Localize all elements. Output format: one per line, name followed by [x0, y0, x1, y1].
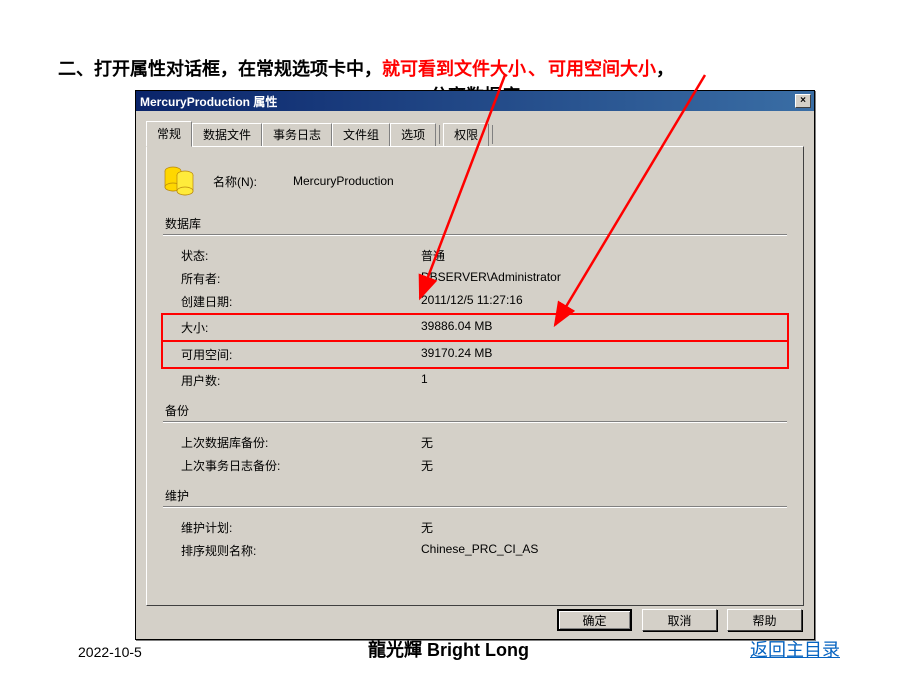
properties-dialog: MercuryProduction 属性 × 常规 数据文件 事务日志 文件组 … — [135, 90, 815, 640]
value-owner: DBSERVER\Administrator — [421, 270, 787, 287]
footer-date: 2022-10-5 — [78, 644, 142, 660]
name-row: 名称(N): MercuryProduction — [163, 165, 787, 197]
cancel-button[interactable]: 取消 — [642, 609, 717, 631]
help-button[interactable]: 帮助 — [727, 609, 802, 631]
section-maintenance-header: 维护 — [163, 487, 787, 504]
highlight-freespace: 可用空间: 39170.24 MB — [161, 340, 789, 369]
text-red-freespace: 可用空间大小 — [548, 59, 656, 79]
tab-permissions[interactable]: 权限 — [443, 123, 489, 146]
label-lastdbbackup: 上次数据库备份: — [181, 434, 421, 451]
section-database-header: 数据库 — [163, 215, 787, 232]
tab-general[interactable]: 常规 — [146, 121, 192, 147]
tab-content-general: 名称(N): MercuryProduction 数据库 状态: 普通 所有者:… — [146, 146, 804, 606]
tab-divider-end — [492, 125, 493, 144]
value-size: 39886.04 MB — [421, 319, 787, 336]
row-created: 创建日期: 2011/12/5 11:27:16 — [163, 290, 787, 313]
footer-author: 龍光輝 Bright Long — [368, 636, 529, 662]
value-lastlogbackup: 无 — [421, 457, 787, 474]
text-sep: 、 — [528, 59, 546, 79]
label-owner: 所有者: — [181, 270, 421, 287]
text-end: ， — [656, 59, 674, 79]
label-status: 状态: — [181, 247, 421, 264]
label-collation: 排序规则名称: — [181, 542, 421, 559]
value-lastdbbackup: 无 — [421, 434, 787, 451]
close-button[interactable]: × — [795, 94, 811, 108]
label-size: 大小: — [181, 319, 421, 336]
row-lastlogbackup: 上次事务日志备份: 无 — [163, 454, 787, 477]
label-freespace: 可用空间: — [181, 346, 421, 363]
row-size: 大小: 39886.04 MB — [163, 316, 787, 339]
text-part1: 二、打开属性对话框，在常规选项卡中， — [58, 59, 382, 79]
value-collation: Chinese_PRC_CI_AS — [421, 542, 787, 559]
row-collation: 排序规则名称: Chinese_PRC_CI_AS — [163, 539, 787, 562]
text-red-filesize: 就可看到文件大小 — [382, 59, 526, 79]
section-line — [163, 506, 787, 508]
row-users: 用户数: 1 — [163, 369, 787, 392]
section-line — [163, 234, 787, 236]
tab-options[interactable]: 选项 — [390, 123, 436, 146]
highlight-size: 大小: 39886.04 MB — [161, 313, 789, 342]
value-status: 普通 — [421, 247, 787, 264]
row-status: 状态: 普通 — [163, 244, 787, 267]
return-main-link[interactable]: 返回主目录 — [750, 636, 840, 662]
name-label: 名称(N): — [213, 173, 293, 190]
database-icon — [163, 165, 195, 197]
tab-datafiles[interactable]: 数据文件 — [192, 123, 262, 146]
value-freespace: 39170.24 MB — [421, 346, 787, 363]
section-line — [163, 421, 787, 423]
dialog-titlebar: MercuryProduction 属性 × — [136, 91, 814, 111]
value-maintplan: 无 — [421, 519, 787, 536]
tab-divider — [439, 125, 440, 144]
label-created: 创建日期: — [181, 293, 421, 310]
label-lastlogbackup: 上次事务日志备份: — [181, 457, 421, 474]
row-freespace: 可用空间: 39170.24 MB — [163, 343, 787, 366]
ok-button[interactable]: 确定 — [557, 609, 632, 631]
row-lastdbbackup: 上次数据库备份: 无 — [163, 431, 787, 454]
tab-strip: 常规 数据文件 事务日志 文件组 选项 权限 — [146, 121, 804, 146]
label-users: 用户数: — [181, 372, 421, 389]
value-created: 2011/12/5 11:27:16 — [421, 293, 787, 310]
dialog-title: MercuryProduction 属性 — [140, 93, 277, 110]
section-backup-header: 备份 — [163, 402, 787, 419]
instruction-text: 二、打开属性对话框，在常规选项卡中，就可看到文件大小、可用空间大小， — [58, 55, 674, 81]
tab-filegroups[interactable]: 文件组 — [332, 123, 390, 146]
dialog-buttons: 确定 取消 帮助 — [557, 609, 802, 631]
value-users: 1 — [421, 372, 787, 389]
row-owner: 所有者: DBSERVER\Administrator — [163, 267, 787, 290]
label-maintplan: 维护计划: — [181, 519, 421, 536]
tab-translog[interactable]: 事务日志 — [262, 123, 332, 146]
row-maintplan: 维护计划: 无 — [163, 516, 787, 539]
name-value: MercuryProduction — [293, 174, 394, 188]
